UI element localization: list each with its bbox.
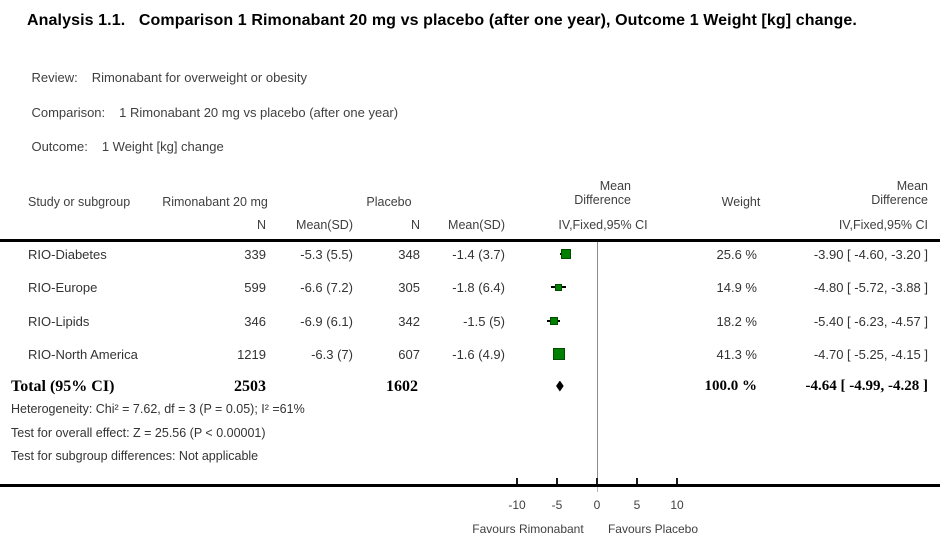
study-name: RIO-North America bbox=[28, 347, 138, 362]
treatment-n: 1219 bbox=[237, 347, 266, 362]
total-ci-text: -4.64 [ -4.99, -4.28 ] bbox=[805, 378, 928, 394]
review-line: Review: Rimonabant for overweight or obes… bbox=[17, 55, 307, 100]
comparison-label: Comparison: bbox=[31, 105, 106, 120]
total-placebo-n: 1602 bbox=[386, 378, 418, 395]
comparison-value: 1 Rimonabant 20 mg vs placebo (after one… bbox=[119, 105, 399, 120]
treatment-n: 339 bbox=[244, 247, 266, 262]
review-value: Rimonabant for overweight or obesity bbox=[91, 70, 308, 85]
summary-diamond bbox=[556, 380, 564, 392]
total-weight: 100.0 % bbox=[704, 378, 758, 394]
axis-tick-label: -10 bbox=[508, 498, 526, 512]
placebo-mean-sd: -1.4 (3.7) bbox=[452, 247, 505, 262]
effect-square bbox=[553, 348, 566, 360]
axis-tick-label: 0 bbox=[593, 498, 601, 512]
treatment-mean-sd: -6.3 (7) bbox=[311, 347, 353, 362]
header-effect-line2: Difference bbox=[574, 192, 631, 207]
header-mean-sd-2: Mean(SD) bbox=[448, 218, 505, 232]
placebo-n: 305 bbox=[398, 280, 420, 295]
total-treatment-n: 2503 bbox=[234, 378, 266, 395]
axis-tick-label: 10 bbox=[670, 498, 684, 512]
axis-tick-label: 5 bbox=[633, 498, 641, 512]
axis-tick bbox=[676, 478, 678, 484]
header-weight: Weight bbox=[721, 195, 761, 209]
header-effect-text-line1: Mean bbox=[896, 179, 928, 193]
outcome-label: Outcome: bbox=[31, 139, 88, 154]
placebo-n: 607 bbox=[398, 347, 420, 362]
overall-effect-stat: Test for overall effect: Z = 25.56 (P < … bbox=[11, 426, 266, 440]
total-label: Total (95% CI) bbox=[11, 378, 115, 395]
weight-value: 25.6 % bbox=[716, 247, 757, 262]
axis-tick-label: -5 bbox=[551, 498, 563, 512]
heterogeneity-stat: Heterogeneity: Chi² = 7.62, df = 3 (P = … bbox=[11, 402, 305, 416]
header-treatment-group: Rimonabant 20 mg bbox=[162, 195, 268, 209]
ci-text: -4.80 [ -5.72, -3.88 ] bbox=[813, 280, 928, 295]
effect-square bbox=[560, 249, 571, 259]
study-name: RIO-Diabetes bbox=[28, 247, 107, 262]
analysis-title: Analysis 1.1. Comparison 1 Rimonabant 20… bbox=[27, 12, 857, 29]
header-effect-line1: Mean bbox=[599, 179, 631, 193]
weight-value: 41.3 % bbox=[716, 347, 757, 362]
comparison-line: Comparison: 1 Rimonabant 20 mg vs placebo… bbox=[17, 90, 398, 135]
effect-square bbox=[549, 317, 558, 325]
zero-subtick bbox=[597, 487, 598, 492]
header-placebo-group: Placebo bbox=[366, 195, 412, 209]
axis-tick bbox=[556, 478, 558, 484]
placebo-n: 342 bbox=[398, 314, 420, 329]
study-name: RIO-Lipids bbox=[28, 314, 90, 329]
subgroup-differences-stat: Test for subgroup differences: Not appli… bbox=[11, 449, 259, 463]
favours-right-label: Favours Placebo bbox=[607, 522, 699, 536]
placebo-n: 348 bbox=[398, 247, 420, 262]
ci-text: -3.90 [ -4.60, -3.20 ] bbox=[813, 247, 928, 262]
treatment-mean-sd: -6.6 (7.2) bbox=[300, 280, 353, 295]
placebo-mean-sd: -1.5 (5) bbox=[463, 314, 505, 329]
zero-reference-line bbox=[597, 242, 598, 484]
header-mean-sd-1: Mean(SD) bbox=[296, 218, 353, 232]
study-name: RIO-Europe bbox=[28, 280, 98, 295]
treatment-mean-sd: -5.3 (5.5) bbox=[300, 247, 353, 262]
axis-tick bbox=[516, 478, 518, 484]
header-ci-method-plot: IV,Fixed,95% CI bbox=[558, 218, 648, 232]
review-label: Review: bbox=[31, 70, 78, 85]
effect-square bbox=[555, 283, 563, 291]
outcome-value: 1 Weight [kg] change bbox=[101, 139, 224, 154]
favours-left-label: Favours Rimonabant bbox=[472, 522, 584, 536]
header-n2: N bbox=[410, 218, 420, 232]
ci-text: -4.70 [ -5.25, -4.15 ] bbox=[813, 347, 928, 362]
axis-tick bbox=[596, 478, 598, 484]
header-effect-text: Mean Difference bbox=[788, 179, 928, 207]
weight-value: 18.2 % bbox=[716, 314, 757, 329]
outcome-line: Outcome: 1 Weight [kg] change bbox=[17, 124, 224, 169]
placebo-mean-sd: -1.6 (4.9) bbox=[452, 347, 505, 362]
treatment-n: 346 bbox=[244, 314, 266, 329]
header-effect-plot: Mean Difference bbox=[491, 179, 631, 207]
axis-tick bbox=[636, 478, 638, 484]
header-ci-method-text: IV,Fixed,95% CI bbox=[838, 218, 928, 232]
header-study: Study or subgroup bbox=[28, 195, 131, 209]
treatment-mean-sd: -6.9 (6.1) bbox=[300, 314, 353, 329]
placebo-mean-sd: -1.8 (6.4) bbox=[452, 280, 505, 295]
axis-base-line bbox=[0, 484, 940, 487]
treatment-n: 599 bbox=[244, 280, 266, 295]
header-effect-text-line2: Difference bbox=[871, 192, 928, 207]
ci-text: -5.40 [ -6.23, -4.57 ] bbox=[813, 314, 928, 329]
header-divider-line bbox=[0, 239, 940, 242]
header-n1: N bbox=[256, 218, 266, 232]
weight-value: 14.9 % bbox=[716, 280, 757, 295]
